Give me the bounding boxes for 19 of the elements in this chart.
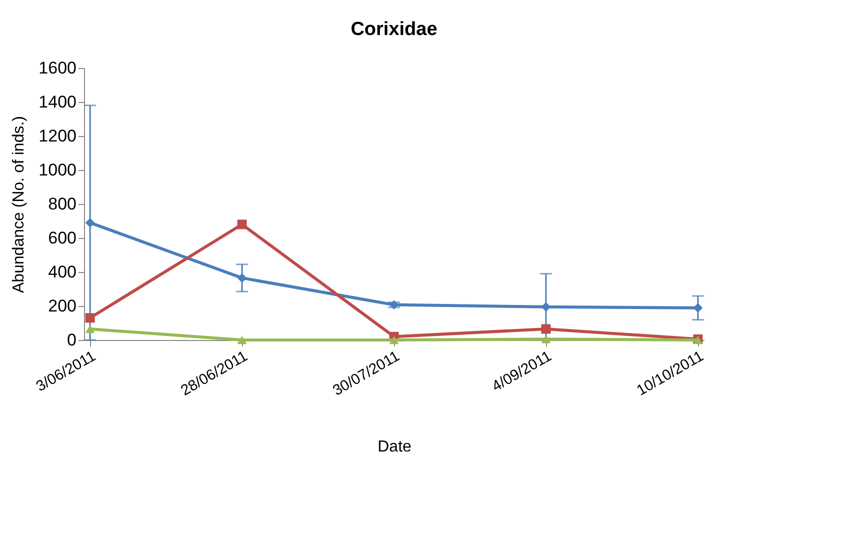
y-tick-label: 0 xyxy=(67,330,76,350)
y-tick-label: 600 xyxy=(48,228,76,248)
point xyxy=(389,336,399,344)
point xyxy=(85,313,95,323)
chart-title: Corixidae xyxy=(350,19,438,40)
y-tick-label: 800 xyxy=(48,194,76,214)
y-tick-label: 1200 xyxy=(38,126,76,146)
x-axis-title: Date xyxy=(378,438,412,456)
point xyxy=(237,336,247,344)
y-tick-label: 1400 xyxy=(38,92,76,112)
y-tick-label: 400 xyxy=(48,262,76,282)
y-axis-title: Abundance (No. of inds.) xyxy=(10,116,28,293)
point xyxy=(237,220,247,230)
point xyxy=(541,324,551,334)
y-tick-label: 1000 xyxy=(38,160,76,180)
y-tick-label: 200 xyxy=(48,296,76,316)
point xyxy=(85,324,95,334)
y-tick-label: 1600 xyxy=(38,58,76,78)
point xyxy=(541,335,551,344)
